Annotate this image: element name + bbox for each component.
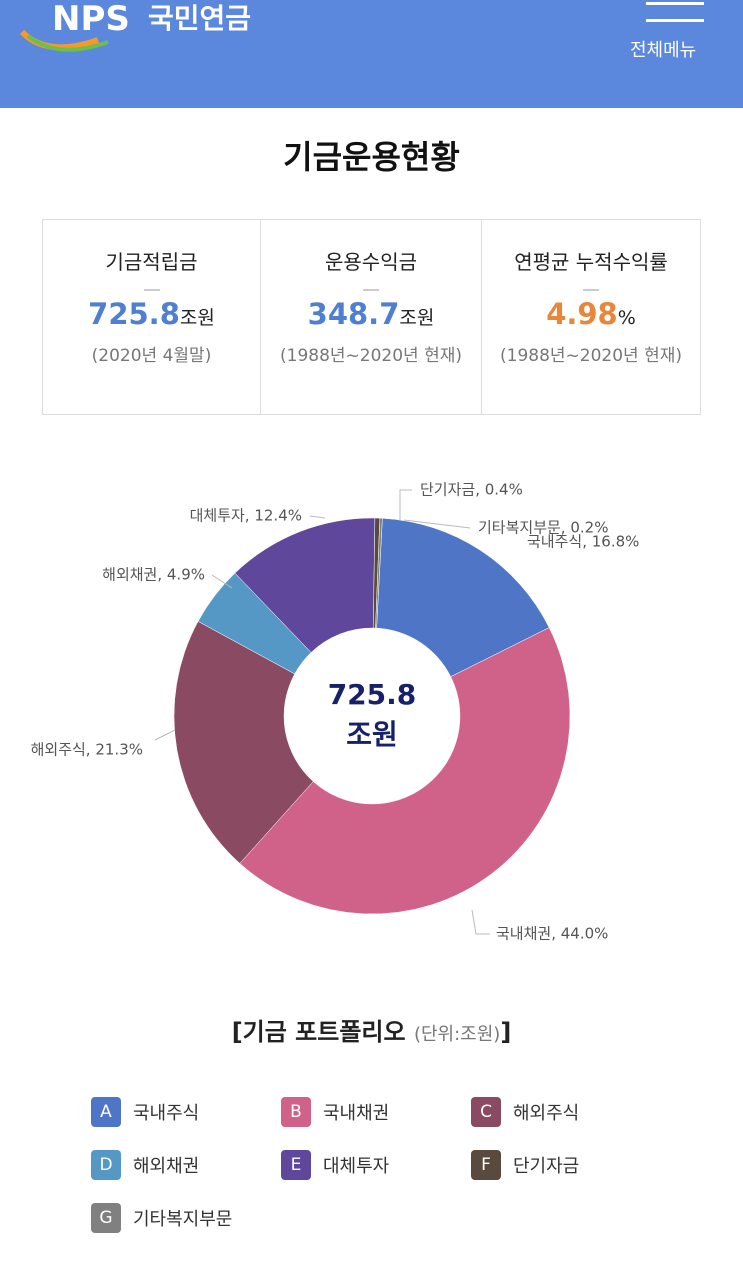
- legend-badge: D: [91, 1150, 121, 1180]
- summary-value: 348.7: [307, 297, 400, 331]
- caption: [기금 포트폴리오 (단위:조원)]: [0, 1012, 743, 1047]
- legend-badge: B: [281, 1097, 311, 1127]
- summary-period: (1988년~2020년 현재): [280, 346, 462, 366]
- slice-label: 해외채권, 4.9%: [102, 566, 205, 584]
- summary-box: 운용수익금 348.7조원 (1988년~2020년 현재): [260, 219, 482, 415]
- menu-label[interactable]: 전체메뉴: [630, 40, 697, 61]
- slice-label: 대체투자, 12.4%: [190, 507, 302, 525]
- menu-button[interactable]: [646, 0, 704, 22]
- legend-badge: F: [471, 1150, 501, 1180]
- legend-item: E 대체투자: [281, 1150, 389, 1180]
- legend-item: C 해외주식: [471, 1097, 579, 1127]
- legend-item: F 단기자금: [471, 1150, 579, 1180]
- legend-item: D 해외채권: [91, 1150, 199, 1180]
- legend-item: G 기타복지부문: [91, 1203, 232, 1233]
- summary-value: 4.98: [546, 297, 618, 331]
- donut-slice: [375, 517, 383, 629]
- legend-badge: A: [91, 1097, 121, 1127]
- logo-text: NPS: [52, 0, 130, 39]
- donut-chart: 국내주식, 16.8% 국내채권, 44.0% 해외주식, 21.3% 해외채권, 4…: [31, 481, 640, 943]
- slice-label: 국내채권, 44.0%: [496, 925, 608, 943]
- summary-unit: 조원: [399, 307, 435, 329]
- summary-label: 운용수익금: [325, 250, 417, 274]
- slice-label: 국내주식, 16.8%: [527, 533, 639, 551]
- summary-box: 연평균 누적수익률 4.98% (1988년~2020년 현재): [481, 219, 701, 415]
- legend-label: 국내채권: [323, 1103, 390, 1124]
- page-title: 기금운용현황: [283, 138, 460, 176]
- summary-value-row: 725.8조원: [43, 297, 260, 331]
- donut-slice: [376, 518, 550, 678]
- summary-value-row: 4.98%: [482, 297, 700, 331]
- slice-label: 기타복지부문, 0.2%: [478, 519, 608, 537]
- divider: [583, 289, 599, 291]
- logo-name: 국민연금: [148, 2, 251, 35]
- legend-label: 해외주식: [513, 1103, 580, 1124]
- legend-badge: E: [281, 1150, 311, 1180]
- center-value: 725.8: [328, 678, 417, 711]
- legend-badge: C: [471, 1097, 501, 1127]
- leader-line: [211, 574, 233, 589]
- divider: [143, 289, 160, 291]
- summary-box: 기금적립금 725.8조원 (2020년 4월말): [42, 219, 261, 415]
- divider: [363, 289, 379, 291]
- summary-unit: %: [617, 307, 636, 329]
- summary-value-row: 348.7조원: [261, 297, 481, 331]
- summary-value: 725.8: [88, 297, 180, 331]
- leader-line: [309, 515, 326, 519]
- header: NPS 국민연금 전체메뉴: [0, 0, 743, 108]
- center-unit: 조원: [346, 718, 398, 751]
- legend-item: B 국내채권: [281, 1097, 389, 1127]
- legend-badge: G: [91, 1203, 121, 1233]
- leader-line: [399, 489, 412, 520]
- summary-period: (1988년~2020년 현재): [500, 346, 682, 366]
- slice-label: 해외주식, 21.3%: [31, 741, 143, 759]
- caption-end: ]: [500, 1018, 512, 1046]
- legend-label: 단기자금: [513, 1156, 580, 1177]
- legend-label: 국내주식: [133, 1103, 200, 1124]
- donut-slice: [173, 621, 314, 864]
- donut-slice: [239, 627, 571, 915]
- legend-label: 해외채권: [133, 1156, 200, 1177]
- summary-label: 연평균 누적수익률: [514, 250, 668, 274]
- logo[interactable]: NPS 국민연금: [18, 0, 318, 60]
- summary-unit: 조원: [179, 307, 215, 329]
- legend-item: A 국내주식: [91, 1097, 199, 1127]
- legend-label: 기타복지부문: [133, 1209, 233, 1230]
- leader-line: [154, 729, 176, 741]
- donut-slice: [234, 517, 376, 653]
- slice-label: 단기자금, 0.4%: [420, 481, 523, 499]
- legend-label: 대체투자: [323, 1156, 390, 1177]
- leader-line: [403, 519, 471, 529]
- leader-line: [471, 909, 490, 935]
- caption-unit: (단위:조원): [413, 1024, 501, 1045]
- summary-label: 기금적립금: [105, 250, 198, 274]
- caption-text: [기금 포트폴리오: [231, 1018, 406, 1046]
- summary-period: (2020년 4월말): [91, 346, 212, 366]
